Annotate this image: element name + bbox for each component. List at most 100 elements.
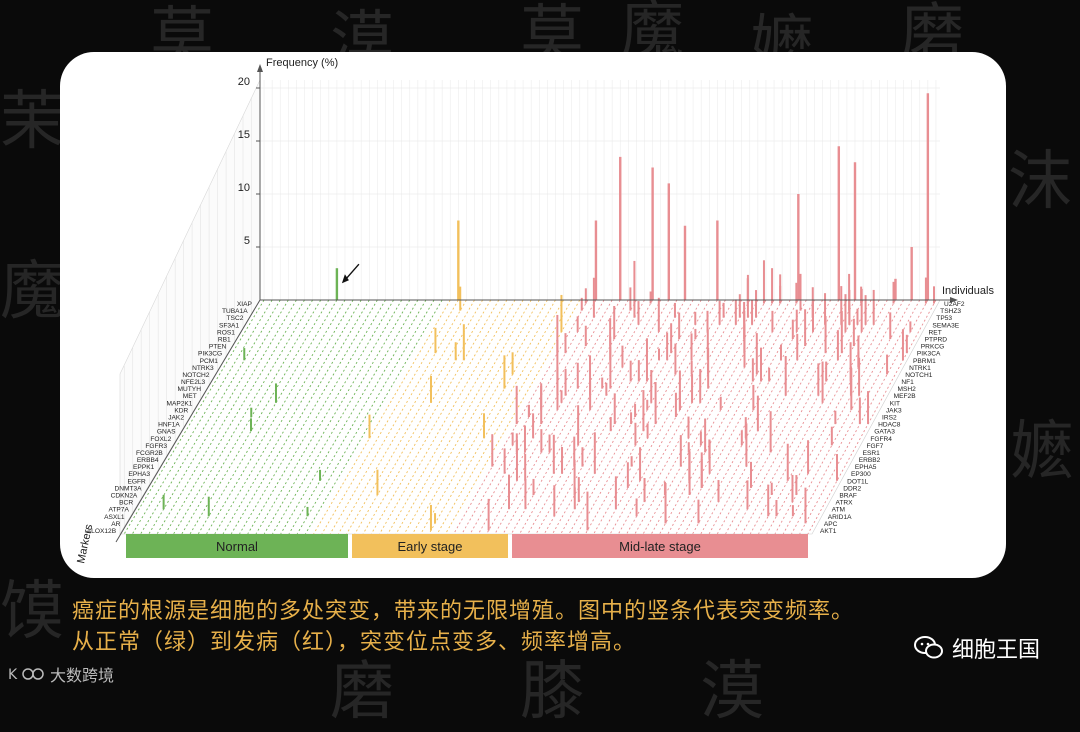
left-marker-label: TUBA1A: [222, 308, 248, 315]
right-marker-label: NOTCH1: [905, 372, 932, 379]
stage-legend-bar: [126, 534, 348, 558]
left-marker-label: CDKN2A: [111, 493, 138, 500]
right-marker-label: JAK3: [886, 407, 902, 414]
z-tick-label: 15: [238, 129, 250, 141]
floor-column-line: [799, 299, 929, 535]
x-axis-label: Individuals: [942, 285, 994, 297]
right-marker-label: ATRX: [835, 500, 853, 507]
right-marker-label: FGFR4: [870, 436, 892, 443]
floor-column-line: [288, 299, 427, 535]
floor-column-line: [445, 299, 581, 535]
left-marker-label: ASXL1: [104, 514, 125, 521]
right-marker-label: PIK3CA: [917, 351, 941, 358]
left-marker-label: FGFR3: [145, 443, 167, 450]
floor-column-line: [173, 299, 314, 535]
floor-grid: [119, 299, 941, 535]
left-marker-label: MUTYH: [178, 386, 202, 393]
brand-name: 细胞王国: [951, 638, 1040, 663]
floor-column-line: [296, 299, 435, 535]
z-tick-label: 5: [244, 235, 250, 247]
floor-column-line: [321, 299, 459, 535]
arrow-shaft: [344, 263, 360, 281]
floor-column-line: [214, 299, 354, 535]
left-marker-label: KDR: [174, 407, 188, 414]
watermark-logo-icon: K: [8, 667, 44, 683]
stage-legend-bar: [352, 534, 508, 558]
floor-column-line: [618, 299, 751, 535]
right-marker-label: EPHA5: [855, 464, 877, 471]
left-marker-label: ROS1: [217, 329, 235, 336]
left-marker-label: SF3A1: [219, 322, 239, 329]
floor-column-line: [337, 299, 475, 535]
floor-column-line: [436, 299, 573, 535]
left-marker-label: JAK2: [168, 415, 184, 422]
right-marker-label: FGF7: [866, 443, 883, 450]
floor-column-line: [140, 299, 281, 535]
floor-column-line: [230, 299, 370, 535]
right-marker-label: SEMA3E: [932, 322, 959, 329]
floor-column-line: [313, 299, 451, 535]
floor-column-line: [164, 299, 305, 535]
right-marker-label: U2AF2: [944, 301, 965, 308]
left-marker-label: NFE2L3: [181, 379, 206, 386]
back-wall-panel: [260, 80, 940, 300]
right-marker-label: PBRM1: [913, 358, 936, 365]
left-marker-label: EGFR: [127, 478, 146, 485]
floor-column-line: [123, 299, 265, 535]
caption-line-2: 从正常（绿）到发病（红），突变位点变多、频率增高。: [72, 630, 637, 655]
y-axis: [115, 299, 261, 543]
background-char: 馍: [0, 575, 64, 649]
right-marker-label: PRKCG: [921, 344, 944, 351]
floor-column-line: [560, 299, 694, 535]
right-marker-label: PTPRD: [925, 337, 948, 344]
right-marker-label: NTRK1: [909, 365, 931, 372]
right-marker-label: APC: [824, 521, 838, 528]
chart-card: 5 10 15 20 Frequency (%) Individuals Markers XI…: [60, 52, 1006, 578]
left-marker-label: EPPK1: [133, 464, 155, 471]
floor-column-line: [683, 299, 815, 535]
floor-column-line: [263, 299, 403, 535]
right-marker-label: NF1: [901, 379, 914, 386]
z-tick-label: 20: [238, 76, 250, 88]
left-marker-label: XIAP: [237, 301, 253, 308]
left-marker-label: MAP2K1: [166, 400, 192, 407]
right-marker-label: KIT: [890, 400, 900, 407]
left-marker-label: BCR: [119, 500, 133, 507]
floor-column-line: [477, 299, 613, 535]
floor-column-line: [346, 299, 484, 535]
wechat-icon: [913, 636, 943, 659]
left-marker-label: GNAS: [157, 429, 176, 436]
right-marker-label: BRAF: [839, 493, 857, 500]
arrow-head: [341, 274, 349, 284]
floor-column-line: [585, 299, 718, 535]
floor-column-line: [156, 299, 297, 535]
right-marker-label: MEF2B: [894, 393, 917, 400]
stage-legend-label: Early stage: [397, 539, 462, 554]
right-marker-label: ARID1A: [828, 514, 852, 521]
right-marker-label: MSH2: [898, 386, 917, 393]
floor-column-line: [535, 299, 670, 535]
left-marker-label: HNF1A: [158, 422, 180, 429]
floor-column-line: [494, 299, 629, 535]
floor-column-line: [807, 299, 937, 535]
back-wall-bars: [335, 93, 930, 300]
left-marker-label: DNMT3A: [114, 485, 142, 492]
left-marker-label: RB1: [218, 337, 231, 344]
watermark-text: 大数跨境: [50, 666, 115, 685]
floor-column-line: [453, 299, 589, 535]
stage-legend-label: Normal: [216, 539, 258, 554]
z-tick-label: 10: [238, 182, 250, 194]
left-marker-label: MET: [183, 393, 197, 400]
stage-legend: Normal Early stage Mid-late stage: [126, 534, 808, 558]
watermark: K 大数跨境: [8, 662, 114, 686]
brand: 细胞王国: [913, 632, 1040, 664]
right-marker-label: TSHZ3: [940, 308, 961, 315]
right-marker-label: ERBB2: [859, 457, 881, 464]
left-marker-label: FCGR2B: [136, 450, 163, 457]
right-marker-label: TP53: [936, 315, 952, 322]
floor-column-line: [395, 299, 532, 535]
floor-column-line: [700, 299, 832, 535]
floor-column-line: [387, 299, 524, 535]
floor-column-line: [197, 299, 338, 535]
